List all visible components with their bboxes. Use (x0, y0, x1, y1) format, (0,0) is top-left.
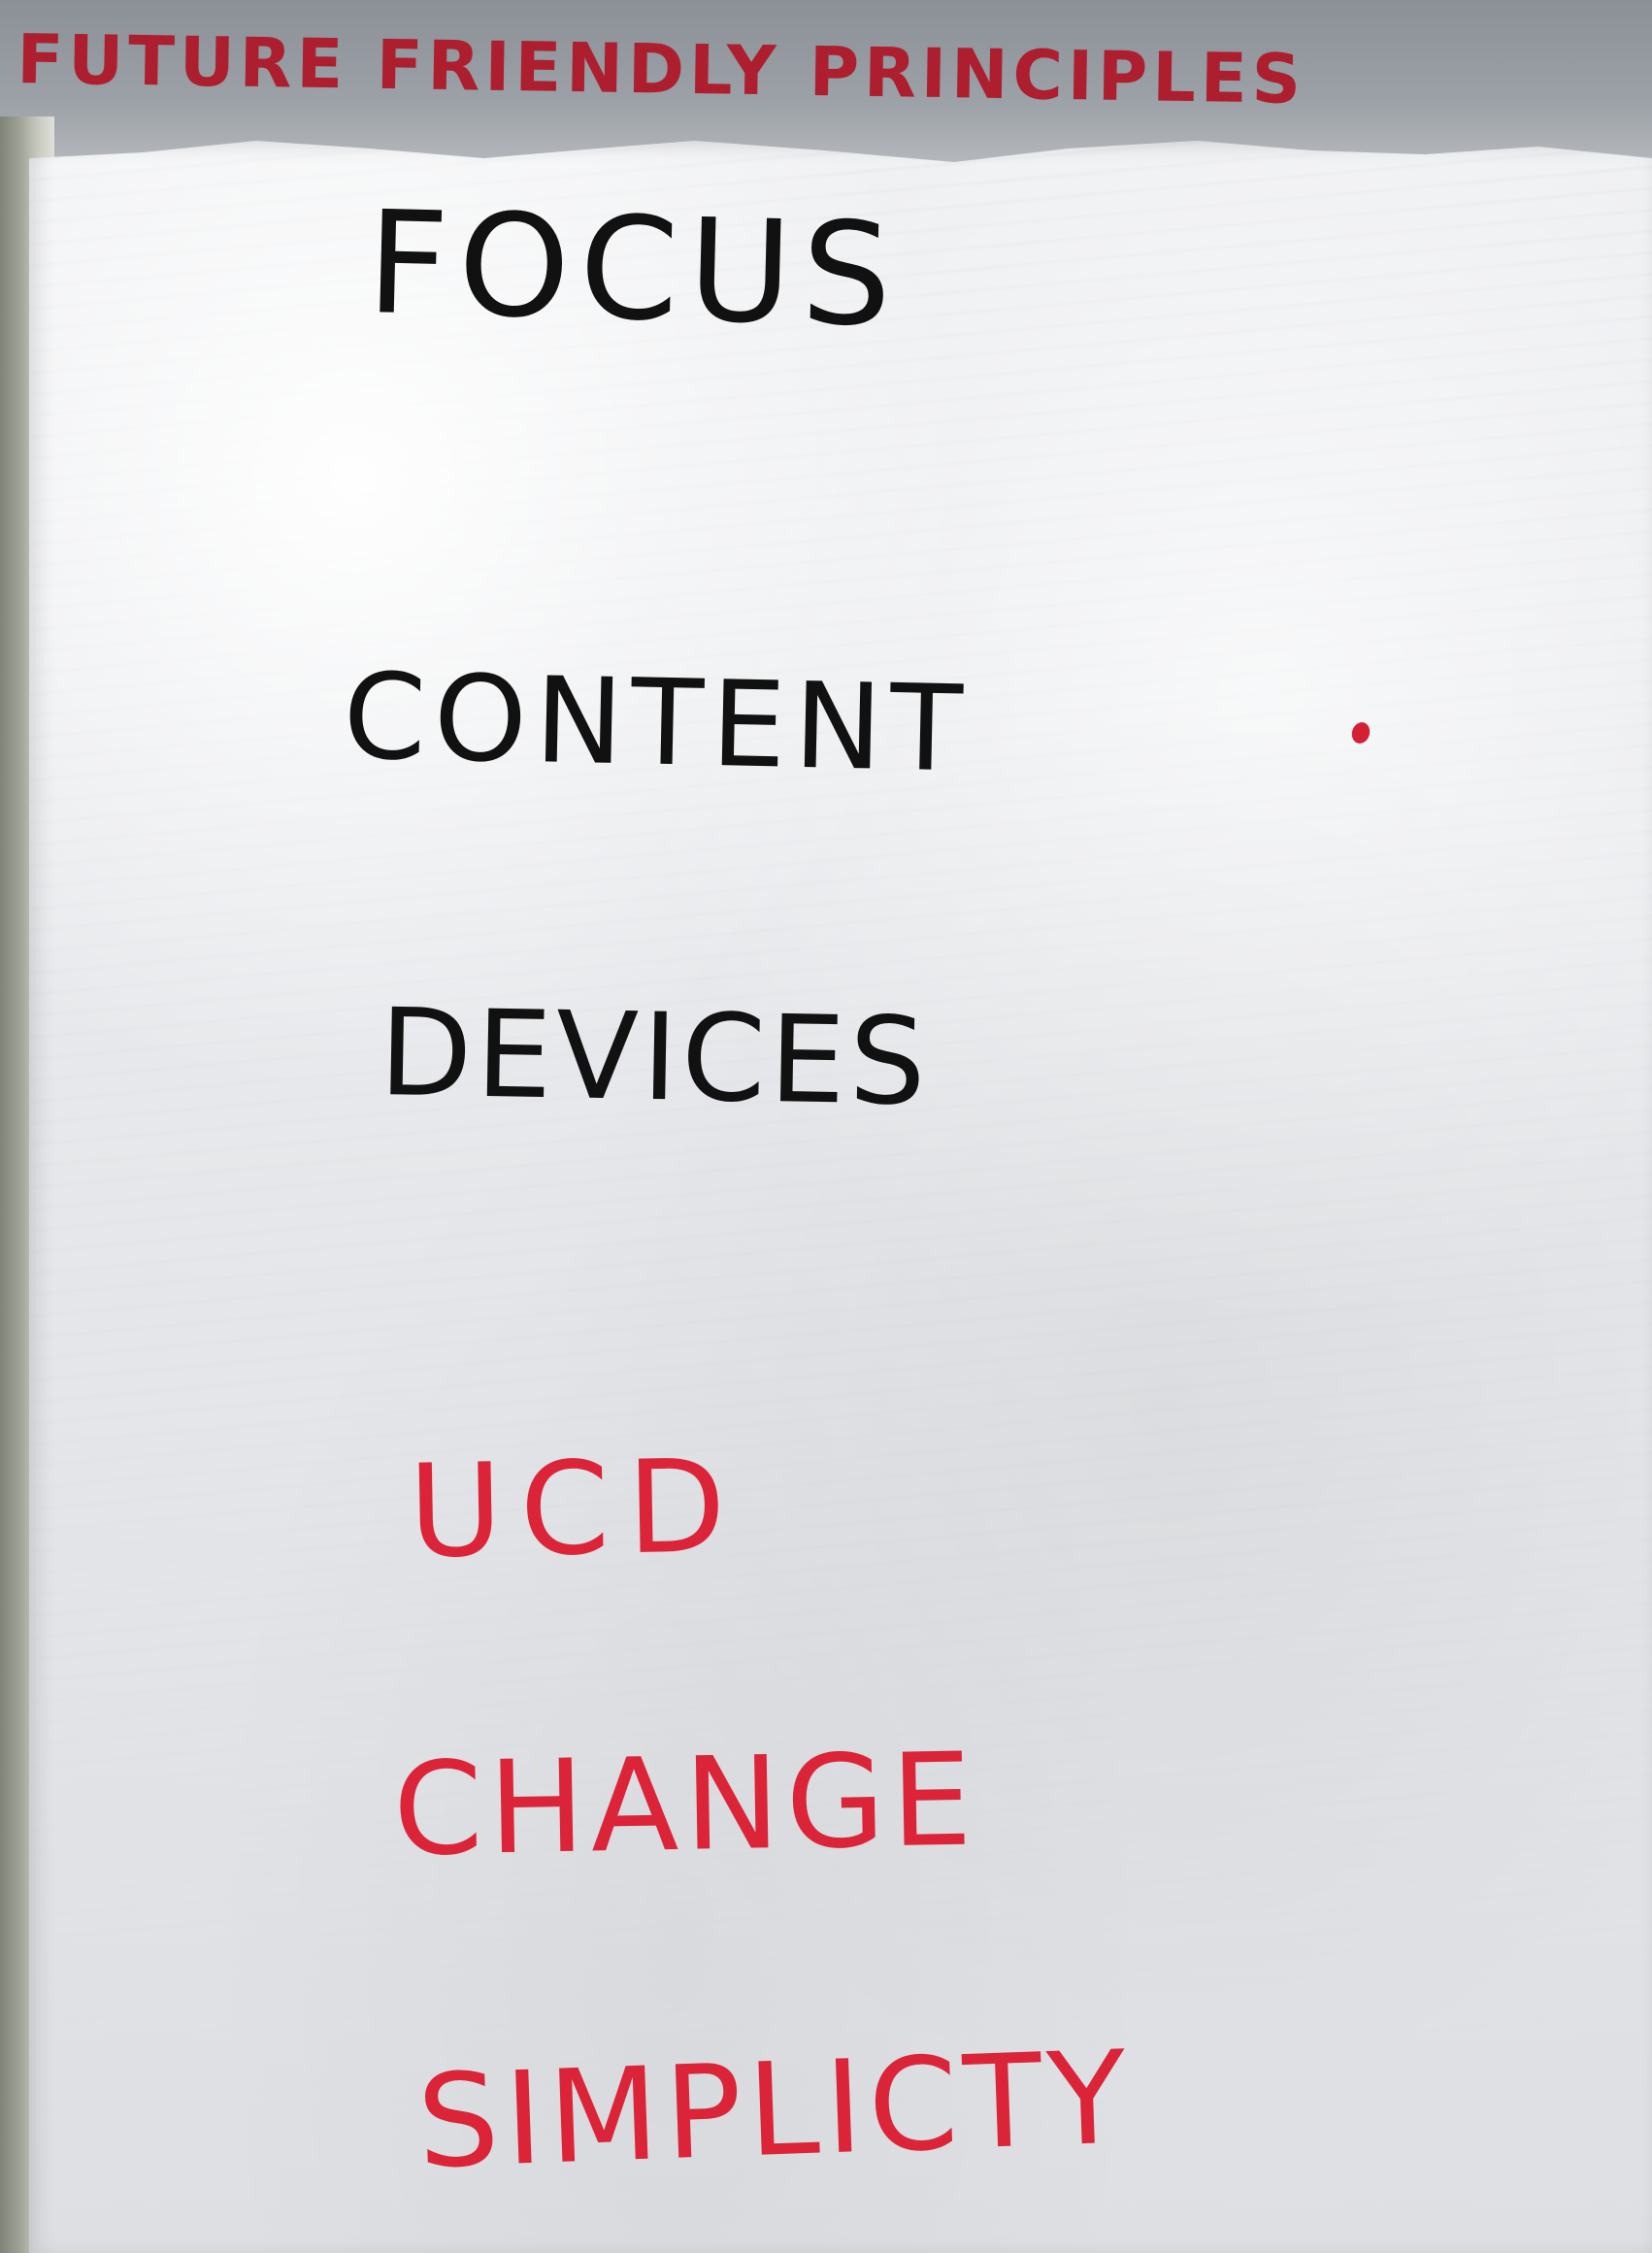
heading-text: FUTURE FRIENDLY PRINCIPLES (16, 19, 1306, 119)
principle-focus: FOCUS (365, 181, 904, 359)
principle-change: CHANGE (391, 1725, 979, 1885)
paper-sheet (29, 141, 1652, 2253)
principle-devices: DEVICES (378, 983, 931, 1133)
principle-simplicty: SIMPLICTY (414, 2023, 1135, 2198)
principle-content: CONTENT (342, 647, 972, 799)
principle-ucd: UCD (407, 1431, 744, 1587)
